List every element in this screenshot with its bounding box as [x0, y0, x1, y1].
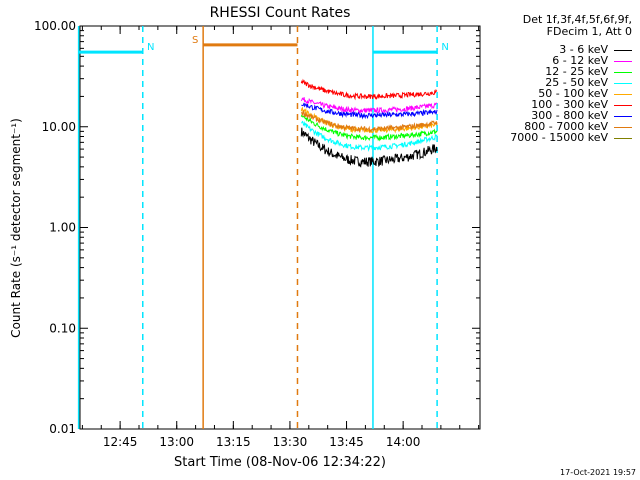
- legend-swatch: [614, 60, 632, 62]
- legend-entry: 50 - 100 keV: [538, 88, 632, 99]
- legend-entry-label: 300 - 800 keV: [531, 109, 608, 122]
- y-axis-ticks: 100.00 10.00 1.00 0.10 0.01: [34, 19, 480, 436]
- legend-swatch: [614, 104, 632, 106]
- segment-label: N: [441, 42, 448, 53]
- legend-swatch: [614, 82, 632, 84]
- legend-entry-label: 25 - 50 keV: [545, 76, 608, 89]
- attenuator-segments: N NS: [78, 35, 449, 54]
- legend-entry: 300 - 800 keV: [531, 110, 632, 121]
- axes: [79, 25, 481, 430]
- y-tick-label: 10.00: [42, 120, 76, 134]
- y-tick-label: 100.00: [34, 19, 76, 33]
- legend-header-line: Det 1f,3f,4f,5f,6f,9f,: [522, 13, 632, 26]
- timestamp: 17-Oct-2021 19:57: [560, 468, 636, 477]
- legend-entry-label: 6 - 12 keV: [552, 54, 608, 67]
- x-tick-label: 14:00: [386, 435, 421, 449]
- legend-swatch: [614, 137, 632, 139]
- segment-label: S: [192, 35, 198, 46]
- chart-title: RHESSI Count Rates: [210, 5, 351, 21]
- legend-entry-label: 100 - 300 keV: [531, 98, 608, 111]
- x-axis-label: Start Time (08-Nov-06 12:34:22): [174, 455, 386, 470]
- vertical-markers: [77, 26, 438, 429]
- legend-entry: 800 - 7000 keV: [524, 121, 632, 132]
- x-tick-label: 13:30: [273, 435, 308, 449]
- legend-entry: 100 - 300 keV: [531, 99, 632, 110]
- legend-entry-label: 50 - 100 keV: [538, 87, 608, 100]
- legend-swatch: [614, 93, 632, 95]
- legend-entry-label: 7000 - 15000 keV: [510, 131, 608, 144]
- x-tick-label: 12:45: [103, 435, 138, 449]
- y-tick-label: 0.01: [49, 422, 76, 436]
- segment-label: N: [147, 42, 154, 53]
- legend-entry: 6 - 12 keV: [552, 55, 632, 66]
- legend-entry: 25 - 50 keV: [545, 77, 632, 88]
- legend-entry: 3 - 6 keV: [559, 44, 632, 55]
- y-tick-label: 0.10: [49, 321, 76, 335]
- x-tick-label: 13:00: [159, 435, 194, 449]
- series-line: [301, 102, 438, 120]
- legend-header-line: FDecim 1, Att 0: [546, 25, 632, 38]
- y-axis-label: Count Rate (s⁻¹ detector segment⁻¹): [9, 118, 23, 338]
- series-line: [300, 114, 438, 142]
- series-line: [301, 120, 438, 153]
- series-line: [300, 78, 438, 101]
- x-tick-label: 13:45: [329, 435, 364, 449]
- legend-header: Det 1f,3f,4f,5f,6f,9f, FDecim 1, Att 0: [482, 14, 632, 38]
- series-lines: [300, 78, 438, 168]
- series-line: [300, 97, 438, 114]
- legend-entry-label: 3 - 6 keV: [559, 43, 608, 56]
- legend-swatch: [614, 49, 632, 51]
- y-tick-label: 1.00: [49, 221, 76, 235]
- legend-entry: 7000 - 15000 keV: [510, 132, 632, 143]
- series-line: [300, 127, 438, 168]
- x-tick-label: 13:15: [216, 435, 251, 449]
- plot-frame: [79, 25, 481, 430]
- legend-entry: 12 - 25 keV: [545, 66, 632, 77]
- legend-entry-label: 800 - 7000 keV: [524, 120, 608, 133]
- legend-swatch: [614, 71, 632, 73]
- legend-entry-label: 12 - 25 keV: [545, 65, 608, 78]
- series-line: [300, 109, 438, 134]
- legend-swatch: [614, 115, 632, 117]
- x-axis-ticks: 12:45 13:00 13:15 13:30 13:45 14:00: [81, 26, 480, 449]
- legend-swatch: [614, 126, 632, 128]
